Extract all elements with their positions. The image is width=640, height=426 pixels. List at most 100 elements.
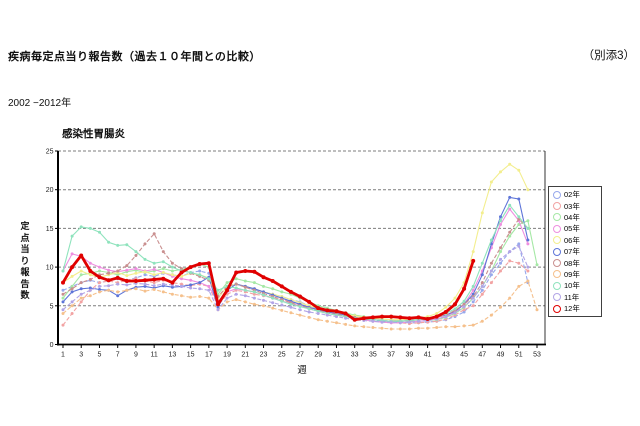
series-marker-10年 — [316, 309, 320, 313]
legend-marker-icon — [553, 304, 561, 313]
series-marker-07年 — [70, 290, 74, 294]
attachment-label: （別添3） — [582, 50, 635, 62]
series-marker-11年 — [234, 292, 238, 296]
series-marker-06年 — [517, 168, 521, 172]
series-marker-10年 — [79, 225, 83, 229]
legend-marker-icon — [553, 213, 561, 222]
legend-marker-icon — [553, 259, 561, 268]
series-marker-06年 — [180, 274, 183, 278]
series-marker-09年 — [517, 284, 521, 288]
series-marker-06年 — [453, 296, 457, 300]
x-tick-label: 15 — [187, 352, 195, 359]
series-marker-02年 — [489, 273, 493, 277]
series-marker-04年 — [170, 269, 174, 273]
series-marker-11年 — [216, 308, 220, 312]
x-tick-label: 45 — [460, 352, 468, 359]
series-marker-03年 — [98, 281, 101, 285]
series-marker-04年 — [70, 284, 74, 288]
series-marker-09年 — [426, 326, 430, 330]
series-marker-12年 — [70, 265, 75, 270]
legend-item: 07年 — [553, 246, 601, 257]
period-label: 2002 −2012年 — [8, 98, 72, 109]
series-marker-12年 — [225, 288, 230, 293]
series-marker-09年 — [535, 308, 539, 312]
series-marker-11年 — [526, 265, 530, 269]
legend-item: 05年 — [553, 223, 601, 234]
series-marker-09年 — [499, 305, 502, 309]
series-marker-04年 — [526, 219, 530, 223]
series-marker-10年 — [252, 290, 256, 294]
series-marker-10年 — [453, 307, 457, 311]
legend-item: 02年 — [553, 189, 601, 200]
legend-label: 11年 — [564, 292, 580, 302]
series-marker-10年 — [170, 265, 174, 269]
series-marker-12年 — [316, 306, 321, 311]
series-marker-12年 — [471, 258, 476, 263]
series-marker-10年 — [307, 307, 311, 311]
series-marker-09年 — [262, 304, 265, 308]
series-marker-09年 — [325, 319, 329, 323]
series-marker-12年 — [170, 280, 175, 285]
series-marker-02年 — [480, 288, 484, 292]
series-marker-12年 — [434, 314, 439, 319]
series-marker-09年 — [471, 323, 475, 327]
legend-marker-icon — [553, 247, 561, 256]
x-tick-label: 5 — [98, 352, 102, 359]
series-marker-11年 — [125, 283, 129, 287]
series-marker-11年 — [79, 292, 83, 296]
series-marker-11年 — [107, 284, 111, 288]
series-marker-05年 — [508, 207, 512, 211]
series-marker-12年 — [206, 261, 211, 266]
series-marker-11年 — [489, 269, 493, 273]
legend-marker-icon — [553, 202, 561, 211]
series-marker-03年 — [61, 323, 65, 327]
series-marker-07年 — [189, 283, 193, 287]
series-marker-12年 — [425, 317, 430, 321]
series-marker-05年 — [125, 268, 129, 272]
series-marker-09年 — [508, 296, 512, 300]
legend-label: 04年 — [564, 212, 580, 222]
series-marker-09年 — [335, 321, 338, 325]
series-marker-10年 — [271, 296, 275, 300]
series-marker-10年 — [480, 261, 484, 265]
series-marker-11年 — [344, 316, 348, 320]
x-tick-label: 21 — [241, 352, 249, 359]
series-marker-09年 — [353, 324, 357, 328]
series-marker-11年 — [143, 282, 147, 286]
series-marker-09年 — [61, 312, 65, 315]
series-marker-12年 — [152, 277, 157, 282]
series-marker-11年 — [252, 296, 256, 300]
series-marker-04年 — [116, 273, 120, 277]
series-marker-12年 — [243, 269, 248, 273]
series-marker-11年 — [335, 315, 338, 319]
series-marker-12年 — [143, 278, 147, 283]
x-tick-label: 53 — [533, 352, 541, 359]
series-marker-03年 — [489, 281, 493, 285]
series-marker-11年 — [325, 313, 329, 317]
y-axis-title: 定点当り報告数 — [20, 221, 30, 300]
legend-item: 03年 — [553, 200, 601, 211]
series-marker-11年 — [189, 286, 193, 290]
series-marker-12年 — [288, 289, 293, 294]
series-marker-09年 — [289, 311, 293, 315]
x-tick-label: 41 — [424, 352, 432, 359]
series-marker-10年 — [489, 238, 493, 242]
series-marker-04年 — [271, 287, 275, 291]
series-marker-09年 — [417, 326, 420, 330]
series-marker-10年 — [107, 240, 111, 244]
x-tick-label: 13 — [168, 352, 176, 359]
series-marker-06年 — [134, 271, 138, 275]
series-marker-12年 — [79, 253, 84, 258]
series-marker-12年 — [61, 280, 65, 285]
series-marker-04年 — [98, 269, 101, 273]
y-tick-label: 15 — [46, 226, 54, 233]
series-marker-06年 — [444, 305, 448, 309]
series-marker-11年 — [407, 320, 411, 324]
series-marker-10年 — [298, 305, 302, 309]
series-marker-07年 — [116, 294, 120, 298]
series-marker-05年 — [70, 252, 74, 256]
series-marker-11年 — [98, 284, 101, 288]
series-marker-09年 — [362, 325, 366, 329]
legend-marker-icon — [553, 236, 561, 245]
x-tick-label: 19 — [223, 352, 231, 359]
